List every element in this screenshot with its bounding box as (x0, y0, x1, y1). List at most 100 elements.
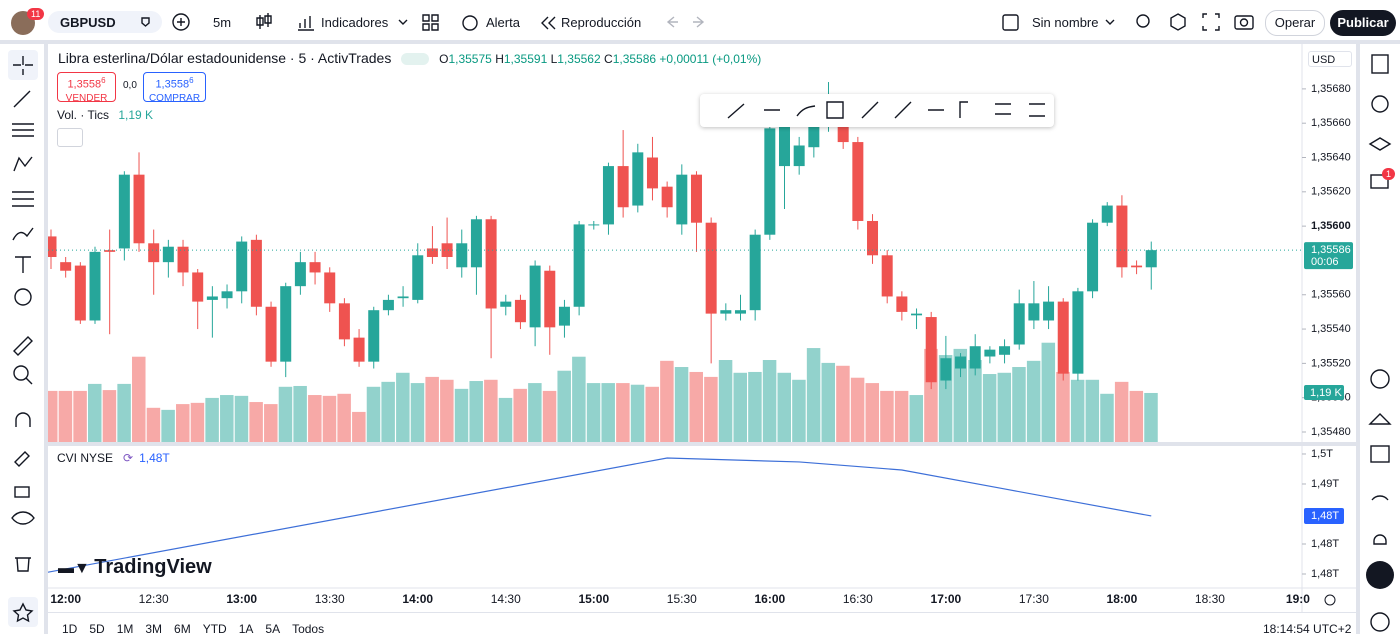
symbol[interactable]: GBPUSD (60, 15, 116, 30)
symbol-box[interactable] (48, 11, 162, 33)
alert-button[interactable]: Alerta (486, 15, 520, 30)
indicators-icon[interactable] (298, 16, 314, 31)
y-tick-label: 1,35560 (1311, 289, 1351, 301)
layers[interactable] (1368, 137, 1392, 151)
y-tick-label: 1,35640 (1311, 151, 1351, 163)
line-tool[interactable] (13, 90, 31, 108)
text-tool[interactable] (15, 256, 31, 273)
measure-tool[interactable] (13, 336, 33, 356)
magnet-tool[interactable] (15, 412, 31, 427)
fullscreen-icon[interactable] (1202, 13, 1220, 31)
candle-body (632, 152, 644, 206)
cursor-tool[interactable] (13, 56, 33, 75)
last-price-box (1304, 242, 1353, 270)
range-button[interactable]: 3M (145, 622, 163, 634)
range-button[interactable]: 6M (174, 622, 191, 634)
volume-badge: 1,19 K (1310, 387, 1342, 399)
volume-bar (909, 395, 924, 442)
volume-bar (557, 370, 571, 442)
buy-price: 1,3558 (155, 78, 190, 91)
range-button[interactable]: 1A (238, 622, 254, 634)
indicators-button[interactable]: Indicadores (321, 15, 389, 30)
range-button[interactable]: YTD (202, 622, 227, 634)
time-settings (1324, 594, 1336, 606)
range-button[interactable]: 5A (265, 622, 281, 634)
volume-bar (146, 407, 161, 442)
sell-button[interactable]: 1,35586 VENDER (57, 72, 116, 104)
y-tick-label: 1,35660 (1311, 117, 1351, 129)
candles-icon[interactable] (256, 13, 272, 29)
ideas[interactable] (1368, 413, 1392, 425)
candle-body (412, 255, 424, 300)
alerts[interactable] (1371, 95, 1389, 113)
range-button[interactable]: 1M (116, 622, 134, 634)
range-button[interactable]: 1D (62, 622, 78, 634)
candle-body (984, 349, 996, 357)
h-label: H (495, 52, 504, 66)
floating-icons (727, 101, 1045, 119)
data-window[interactable] (1370, 369, 1390, 389)
volume-bar (322, 395, 337, 442)
volume-bar (1114, 381, 1129, 442)
top-bar (0, 0, 1400, 44)
sell-price: 1,3558 (67, 78, 102, 91)
volume-bar (161, 409, 175, 442)
delete-tool[interactable] (15, 557, 31, 572)
draw-lock[interactable] (14, 451, 30, 467)
templates-icon[interactable] (422, 14, 439, 31)
candle-body (1087, 222, 1099, 292)
volume-bar (1085, 379, 1100, 442)
range-button[interactable]: Todos (292, 622, 325, 634)
candle-body (104, 250, 116, 252)
chevron[interactable] (398, 19, 408, 25)
watchlist[interactable] (1371, 54, 1389, 74)
lock-tool[interactable] (14, 486, 30, 498)
layout-checkbox[interactable] (1002, 14, 1019, 31)
favorites[interactable] (12, 602, 34, 623)
apps[interactable] (1366, 561, 1394, 589)
interval[interactable]: 5m (213, 15, 232, 30)
candle-body (1131, 265, 1143, 268)
volume-bar (440, 379, 454, 442)
pattern-tool[interactable] (13, 156, 33, 172)
x-tick-label: 12:00 (50, 592, 81, 606)
hide-tool[interactable] (11, 511, 35, 525)
streams[interactable] (1371, 495, 1389, 501)
notifications[interactable] (1373, 534, 1387, 545)
calendar[interactable] (1370, 445, 1390, 463)
volume-bar (1041, 342, 1056, 442)
replay-button[interactable]: Reproducción (561, 15, 642, 30)
search-icon[interactable] (1136, 14, 1150, 28)
sidebar-badge: 1 (1382, 168, 1396, 180)
candle-body (558, 306, 570, 326)
fib-tool[interactable] (12, 123, 34, 137)
chat[interactable] (1370, 174, 1389, 189)
x-tick-label: 16:30 (843, 592, 873, 606)
volume-bar (1070, 379, 1085, 442)
collapse-button[interactable] (57, 128, 83, 147)
buy-button[interactable]: 1,35586 COMPRAR (143, 72, 206, 104)
settings-icon[interactable] (1170, 13, 1186, 31)
help[interactable] (1370, 612, 1390, 632)
candle-body (426, 248, 438, 258)
volume-bar (733, 372, 747, 442)
forecast-tool[interactable] (12, 191, 34, 207)
emoji-tool[interactable] (14, 288, 32, 306)
volume-bar (718, 360, 733, 442)
publish-button[interactable]: Publicar (1330, 10, 1396, 36)
trade-button[interactable]: Operar (1265, 10, 1325, 36)
zoom-tool[interactable] (13, 365, 29, 381)
add-icon[interactable] (172, 13, 190, 31)
layout-name[interactable]: Sin nombre (1032, 15, 1099, 30)
volume-bar (1026, 360, 1041, 442)
range-button[interactable]: 5D (89, 622, 105, 634)
alert-icon[interactable] (462, 15, 478, 31)
currency[interactable]: USD (1308, 51, 1352, 67)
snapshot-icon[interactable] (1234, 15, 1254, 30)
brush-tool[interactable] (12, 227, 34, 241)
replay-icon[interactable] (541, 16, 556, 30)
y-tick-label: 1,35600 (1311, 220, 1351, 232)
chevron[interactable] (1105, 19, 1115, 25)
undo-redo[interactable] (666, 16, 705, 28)
flag-icon[interactable] (141, 17, 150, 27)
